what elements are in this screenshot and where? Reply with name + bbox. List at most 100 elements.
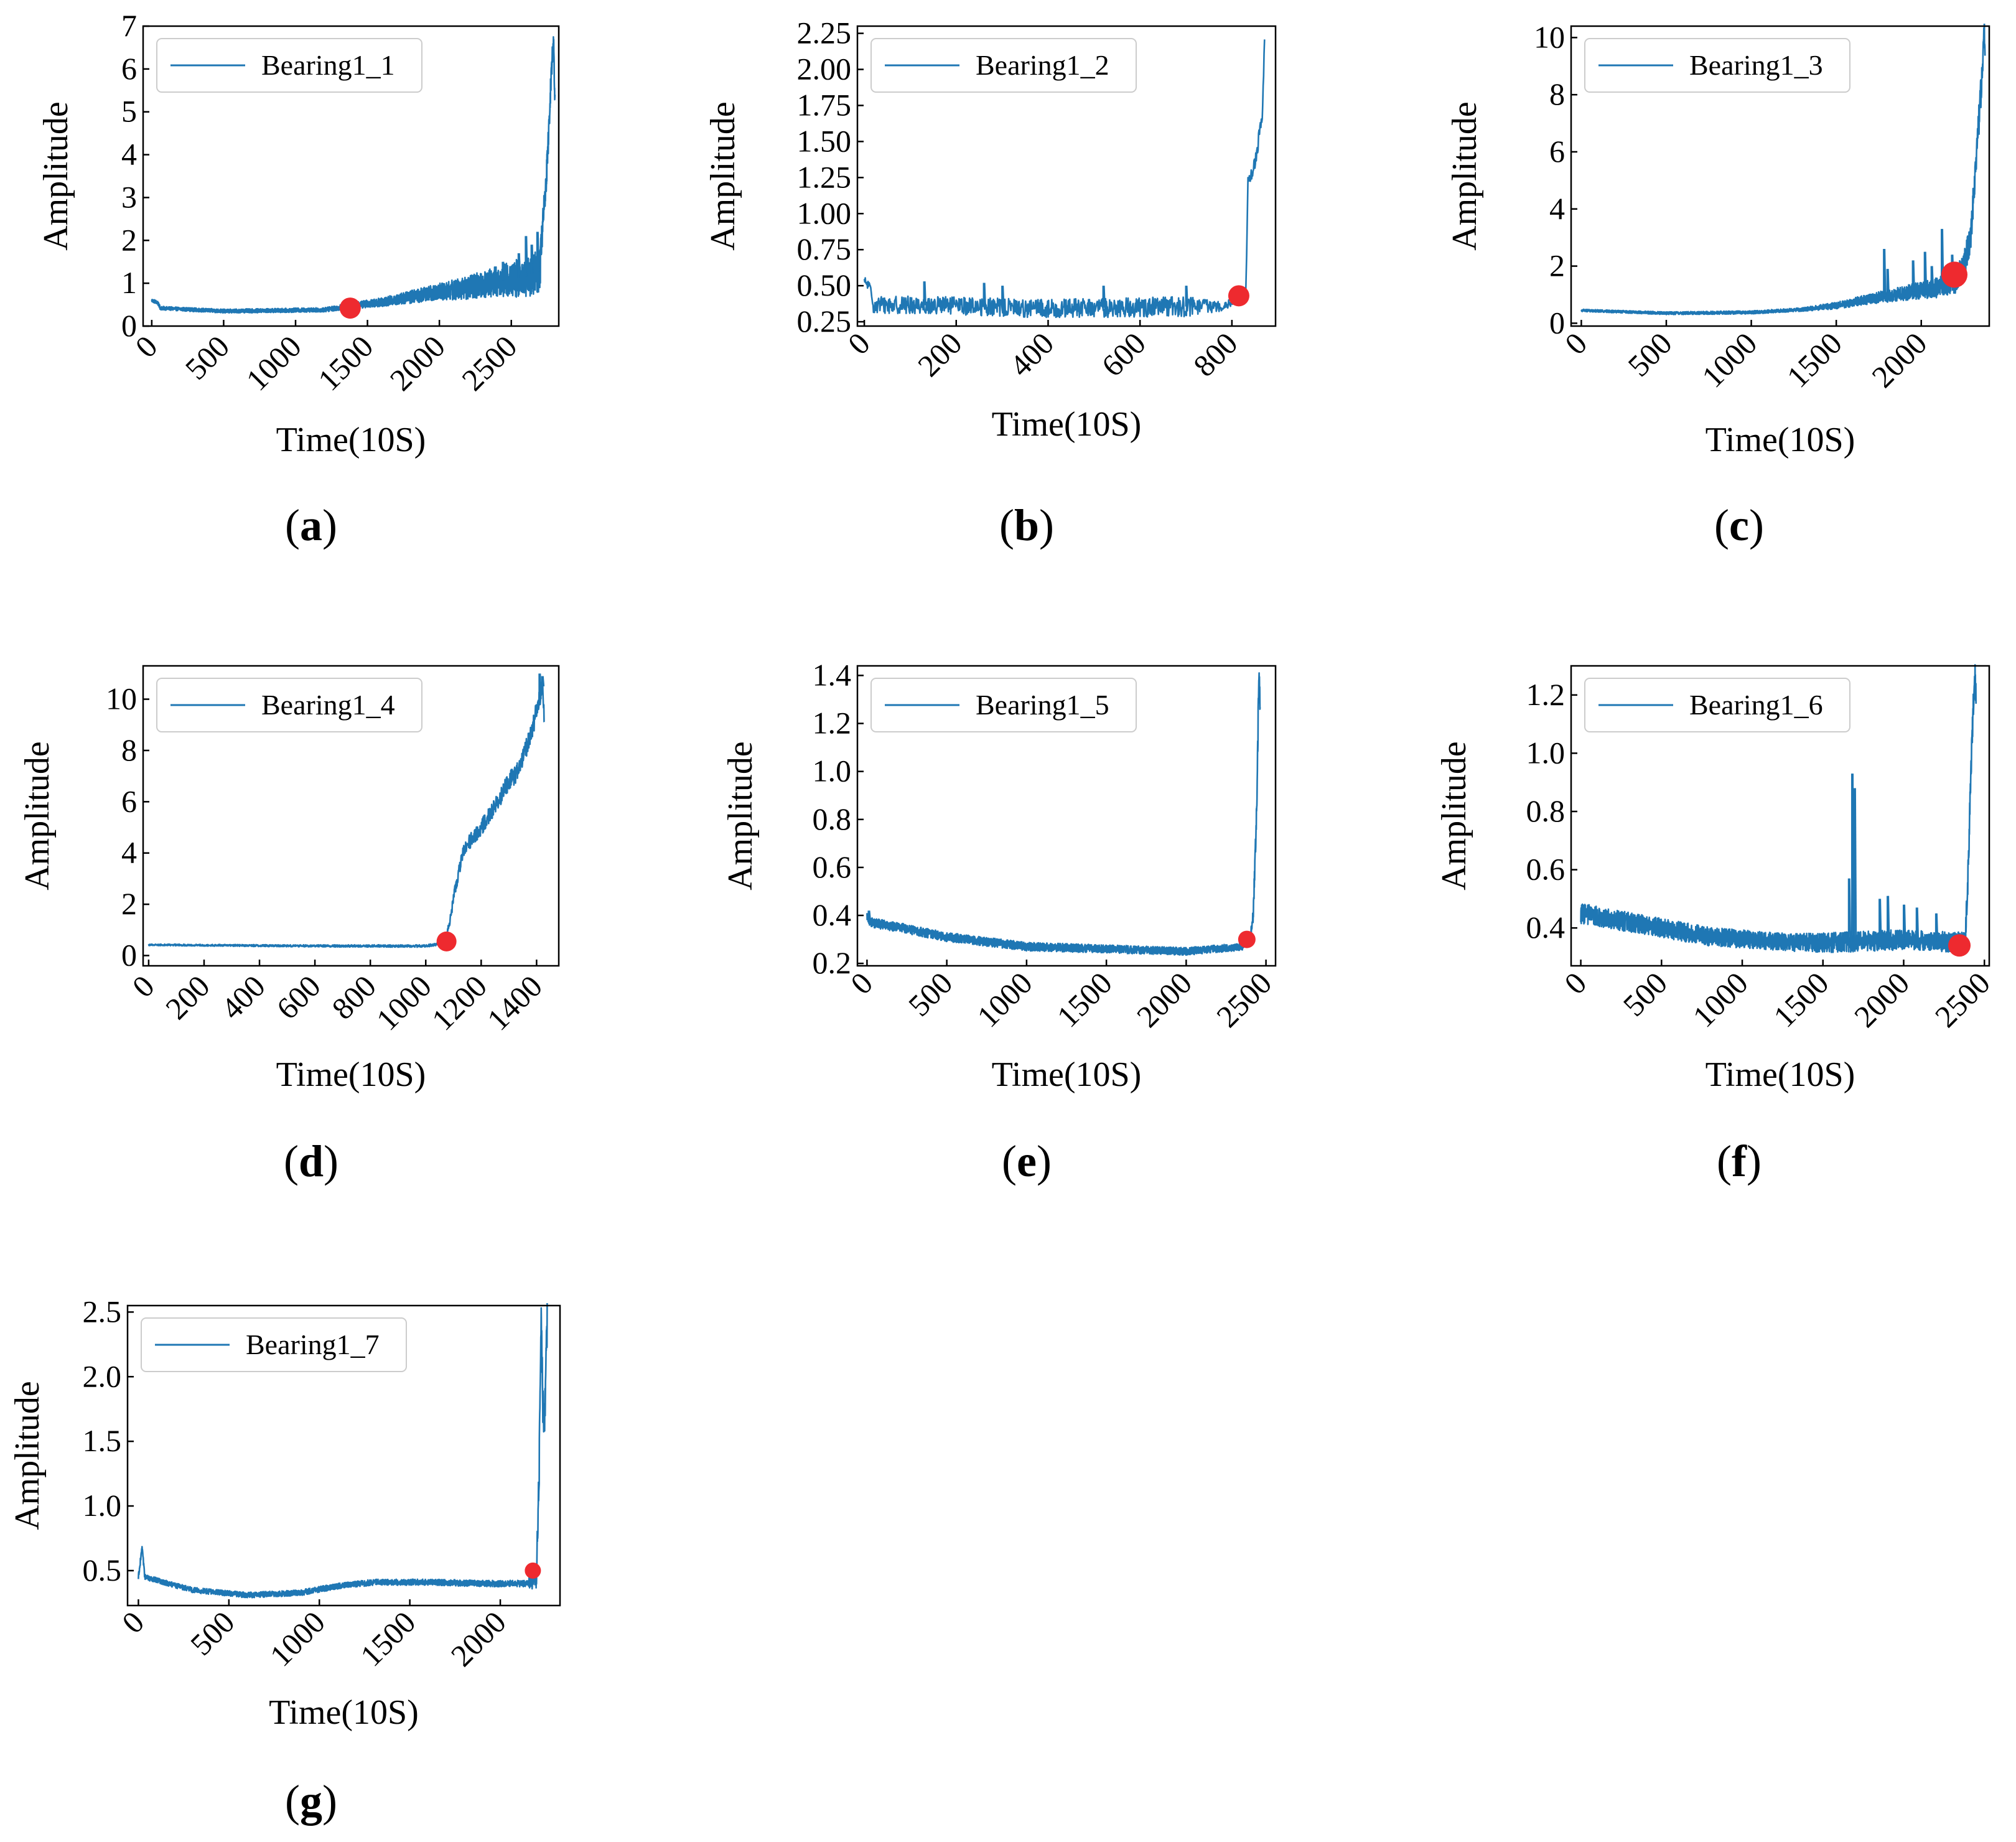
ytick-label-b-1: 0.50	[797, 268, 852, 302]
spike-a-3-b	[531, 245, 534, 274]
y-axis-label-g: Amplitude	[8, 1381, 47, 1530]
panel-label-f: (f)	[1717, 1136, 1762, 1186]
x-axis-label-c: Time(10S)	[1706, 421, 1855, 459]
svg-text:(e): (e)	[1002, 1136, 1052, 1186]
ytick-label-c-2: 4	[1549, 191, 1565, 226]
ytick-label-b-7: 2.00	[797, 52, 852, 86]
spike-f-7-b	[1936, 913, 1939, 942]
ytick-label-e-0: 0.2	[813, 945, 852, 980]
svg-text:(g): (g)	[285, 1776, 337, 1826]
ytick-label-b-8: 2.25	[797, 16, 852, 50]
spike-b-2-b	[1002, 286, 1005, 307]
legend-a: Bearing1_1	[156, 38, 422, 93]
y-axis-label-f: Amplitude	[1435, 741, 1473, 891]
legend-box-d	[156, 678, 422, 732]
ytick-label-e-6: 1.4	[813, 657, 852, 692]
ytick-label-b-3: 1.00	[797, 195, 852, 230]
spike-c-2-b	[1913, 260, 1915, 292]
legend-label-a: Bearing1_1	[261, 49, 395, 81]
legend-box-b	[870, 38, 1137, 93]
ytick-label-d-0: 0	[121, 938, 137, 973]
panel-label-c: (c)	[1714, 500, 1764, 550]
ytick-label-g-2: 1.5	[83, 1423, 122, 1458]
ytick-label-g-1: 1.0	[83, 1488, 122, 1523]
series-line-g	[138, 1303, 548, 1599]
legend-label-d: Bearing1_4	[261, 689, 395, 721]
legend-box-e	[870, 678, 1137, 732]
spike-d-0-b	[539, 673, 542, 699]
y-axis-label-c: Amplitude	[1445, 101, 1484, 251]
spike-a-4-b	[537, 231, 540, 272]
panel-label-d: (d)	[284, 1136, 338, 1186]
ytick-label-e-5: 1.2	[813, 706, 852, 741]
legend-box-g	[141, 1317, 407, 1372]
spike-f-3-b	[1879, 899, 1882, 941]
ytick-label-b-5: 1.50	[797, 123, 852, 158]
ytick-label-c-3: 6	[1549, 134, 1565, 169]
svg-text:(f): (f)	[1717, 1136, 1762, 1186]
spike-e-0-b	[869, 910, 871, 920]
ytick-label-f-3: 1.0	[1526, 735, 1566, 770]
y-axis-label-d: Amplitude	[18, 741, 57, 891]
x-axis-label-d: Time(10S)	[276, 1055, 426, 1094]
ytick-label-d-3: 6	[121, 783, 137, 818]
spike-a-0-b	[502, 261, 505, 281]
plot-frame-c	[1570, 25, 1990, 327]
spike-b-1-b	[984, 283, 986, 307]
ytick-label-f-1: 0.6	[1526, 852, 1566, 887]
legend-box-a	[156, 38, 422, 93]
ytick-label-g-4: 2.5	[83, 1294, 122, 1329]
legend-g: Bearing1_7	[141, 1317, 407, 1372]
y-axis-label-b: Amplitude	[704, 101, 742, 251]
legend-label-c: Bearing1_3	[1689, 49, 1823, 81]
ytick-label-f-0: 0.4	[1526, 910, 1566, 945]
ytick-label-a-7: 7	[121, 8, 137, 43]
ytick-label-d-2: 4	[121, 835, 137, 870]
fpt-marker-a	[339, 297, 361, 319]
plot-frame-b	[856, 25, 1277, 327]
ytick-label-g-0: 0.5	[83, 1553, 122, 1587]
legend-label-f: Bearing1_6	[1689, 689, 1823, 721]
svg-text:(b): (b)	[999, 500, 1054, 550]
spike-c-4-b	[1931, 266, 1934, 289]
panel-label-b-letter: b	[1014, 500, 1039, 550]
legend-box-c	[1584, 38, 1850, 93]
ytick-label-c-5: 10	[1534, 19, 1565, 54]
ytick-label-a-4: 4	[121, 137, 137, 172]
ytick-label-a-1: 1	[121, 265, 137, 300]
ytick-label-a-2: 2	[121, 222, 137, 257]
x-axis-label-e: Time(10S)	[992, 1055, 1142, 1094]
ytick-label-g-3: 2.0	[83, 1358, 122, 1393]
panel-label-g-letter: g	[300, 1776, 322, 1826]
legend-d: Bearing1_4	[156, 678, 422, 732]
x-axis-label-b: Time(10S)	[992, 405, 1142, 444]
ytick-label-c-1: 2	[1549, 248, 1565, 283]
y-axis-label-a: Amplitude	[37, 101, 75, 251]
ytick-label-a-5: 5	[121, 94, 137, 129]
spike-d-1-b	[542, 676, 545, 687]
legend-label-e: Bearing1_5	[976, 689, 1109, 721]
panel-label-a: (a)	[285, 500, 337, 550]
x-axis-label-g: Time(10S)	[269, 1693, 419, 1732]
y-axis-label-e: Amplitude	[721, 741, 760, 891]
panel-label-c-letter: c	[1729, 500, 1749, 550]
panel-label-g: (g)	[285, 1776, 337, 1826]
fpt-marker-d	[436, 931, 457, 951]
legend-box-f	[1584, 678, 1850, 732]
legend-e: Bearing1_5	[870, 678, 1137, 732]
series-line-e	[866, 672, 1261, 956]
svg-text:(d): (d)	[284, 1136, 338, 1186]
series-line-c	[1580, 24, 1986, 316]
ytick-label-b-2: 0.75	[797, 231, 852, 266]
series-line-d	[147, 681, 545, 948]
ytick-label-b-4: 1.25	[797, 159, 852, 194]
legend-c: Bearing1_3	[1584, 38, 1850, 93]
plot-frame-g	[126, 1304, 561, 1607]
ytick-label-e-3: 0.8	[813, 802, 852, 836]
panel-label-d-letter: d	[299, 1136, 324, 1186]
fpt-marker-g	[525, 1562, 541, 1579]
plot-frame-e	[856, 665, 1277, 967]
legend-f: Bearing1_6	[1584, 678, 1850, 732]
